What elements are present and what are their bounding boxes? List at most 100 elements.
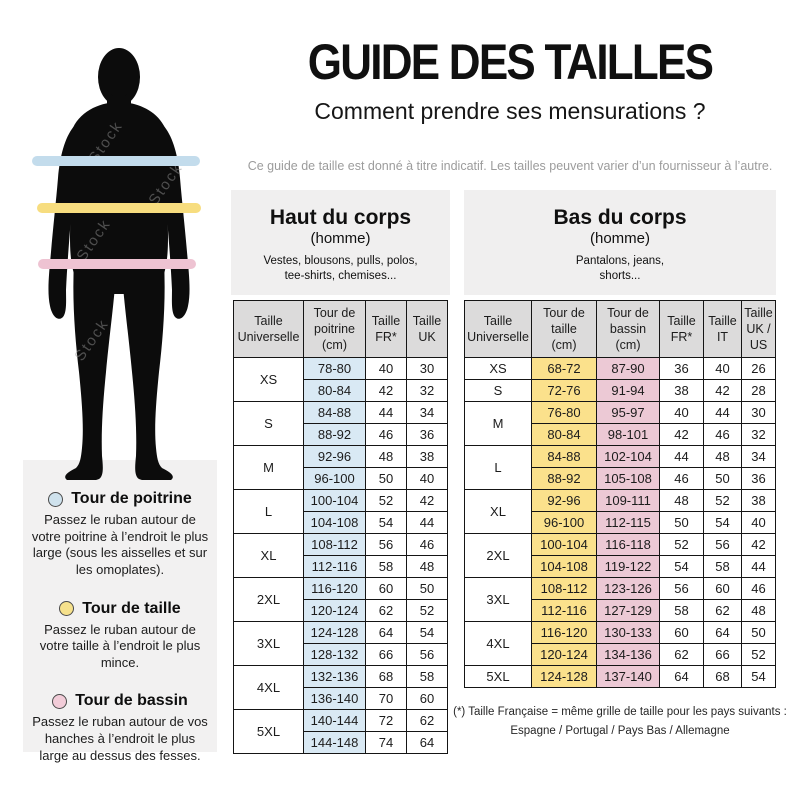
value-cell: 92-96 [531, 489, 597, 512]
column-header: Taille UK [406, 300, 448, 358]
lower-body-description: Pantalons, jeans, shorts... [575, 255, 665, 282]
value-cell: 104-108 [531, 555, 597, 578]
value-cell: 80-84 [303, 379, 366, 402]
value-cell: 109-111 [596, 489, 660, 512]
value-cell: 56 [659, 577, 704, 600]
value-cell: 127-129 [596, 599, 660, 622]
size-cell: L [464, 445, 532, 490]
value-cell: 87-90 [596, 357, 660, 380]
value-cell: 62 [406, 709, 448, 732]
upper-body-title: Haut du corps [269, 206, 412, 229]
chest-band [32, 156, 200, 166]
value-cell: 40 [406, 467, 448, 490]
size-cell: S [233, 401, 304, 446]
value-cell: 120-124 [303, 599, 366, 622]
value-cell: 78-80 [303, 357, 366, 380]
value-cell: 123-126 [596, 577, 660, 600]
value-cell: 58 [659, 599, 704, 622]
value-cell: 52 [703, 489, 742, 512]
upper-body-subtitle: (homme) [310, 230, 371, 247]
value-cell: 95-97 [596, 401, 660, 424]
table-row: 144-148 74 64 [234, 731, 448, 754]
value-cell: 62 [659, 643, 704, 666]
size-cell: 5XL [233, 709, 304, 754]
value-cell: 68 [365, 665, 407, 688]
value-cell: 112-116 [531, 599, 597, 622]
value-cell: 100-104 [303, 489, 366, 512]
value-cell: 140-144 [303, 709, 366, 732]
value-cell: 116-120 [303, 577, 366, 600]
value-cell: 92-96 [303, 445, 366, 468]
legend-item-title: Tour de bassin [75, 692, 188, 710]
value-cell: 60 [703, 577, 742, 600]
table-row: S 72-76 91-94 38 42 28 [464, 379, 776, 402]
value-cell: 84-88 [531, 445, 597, 468]
value-cell: 52 [406, 599, 448, 622]
value-cell: 56 [703, 533, 742, 556]
value-cell: 44 [365, 401, 407, 424]
size-cell: 2XL [233, 577, 304, 622]
value-cell: 70 [365, 687, 407, 710]
size-cell: L [233, 489, 304, 534]
legend-item-text: Passez le ruban autour de votre taille à… [39, 621, 201, 670]
value-cell: 100-104 [531, 533, 597, 556]
value-cell: 124-128 [303, 621, 366, 644]
table-row: 96-100 50 40 [234, 467, 448, 490]
value-cell: 46 [741, 577, 776, 600]
value-cell: 108-112 [303, 533, 366, 556]
value-cell: 54 [659, 555, 704, 578]
value-cell: 119-122 [596, 555, 660, 578]
table-row: 136-140 70 60 [234, 687, 448, 710]
value-cell: 38 [406, 445, 448, 468]
value-cell: 34 [741, 445, 776, 468]
size-cell: XS [233, 357, 304, 402]
upper-body-description: Vestes, blousons, pulls, polos, tee-shir… [263, 255, 418, 282]
value-cell: 136-140 [303, 687, 366, 710]
table-row: 88-92 46 36 [234, 423, 448, 446]
value-cell: 54 [703, 511, 742, 534]
table-row: 104-108 54 44 [234, 511, 448, 534]
value-cell: 64 [365, 621, 407, 644]
value-cell: 36 [659, 357, 704, 380]
column-header: Tour de taille (cm) [531, 300, 597, 358]
value-cell: 34 [406, 401, 448, 424]
value-cell: 50 [741, 621, 776, 644]
value-cell: 28 [741, 379, 776, 402]
value-cell: 48 [406, 555, 448, 578]
value-cell: 132-136 [303, 665, 366, 688]
table-row: XS 68-72 87-90 36 40 26 [464, 357, 776, 380]
lower-body-title: Bas du corps [553, 206, 687, 229]
size-cell: M [233, 445, 304, 490]
value-cell: 46 [365, 423, 407, 446]
value-cell: 112-115 [596, 511, 660, 534]
column-header: Taille FR* [365, 300, 407, 358]
table-header-row: Taille Universelle Tour de poitrine (cm) T… [233, 300, 448, 358]
table-row: 80-84 42 32 [234, 379, 448, 402]
value-cell: 60 [406, 687, 448, 710]
footnote: (*) Taille Française = même grille de ta… [450, 703, 790, 741]
table-row: 5XL 124-128 137-140 64 68 54 [464, 665, 776, 688]
value-cell: 38 [741, 489, 776, 512]
upper-body-size-table: Taille Universelle Tour de poitrine (cm) T… [233, 300, 448, 754]
value-cell: 50 [703, 467, 742, 490]
value-cell: 40 [703, 357, 742, 380]
value-cell: 48 [659, 489, 704, 512]
value-cell: 72-76 [531, 379, 597, 402]
value-cell: 64 [659, 665, 704, 688]
value-cell: 96-100 [531, 511, 597, 534]
value-cell: 38 [659, 379, 704, 402]
value-cell: 58 [703, 555, 742, 578]
value-cell: 56 [365, 533, 407, 556]
page-subtitle: Comment prendre ses mensurations ? [314, 97, 706, 124]
table-header-row: Taille Universelle Tour de taille (cm) Tou… [464, 300, 776, 358]
column-header: Tour de bassin (cm) [596, 300, 660, 358]
value-cell: 44 [406, 511, 448, 534]
value-cell: 120-124 [531, 643, 597, 666]
value-cell: 130-133 [596, 621, 660, 644]
male-silhouette [48, 48, 190, 480]
value-cell: 36 [406, 423, 448, 446]
size-cell: 5XL [464, 665, 532, 688]
value-cell: 44 [703, 401, 742, 424]
value-cell: 42 [703, 379, 742, 402]
value-cell: 36 [741, 467, 776, 490]
